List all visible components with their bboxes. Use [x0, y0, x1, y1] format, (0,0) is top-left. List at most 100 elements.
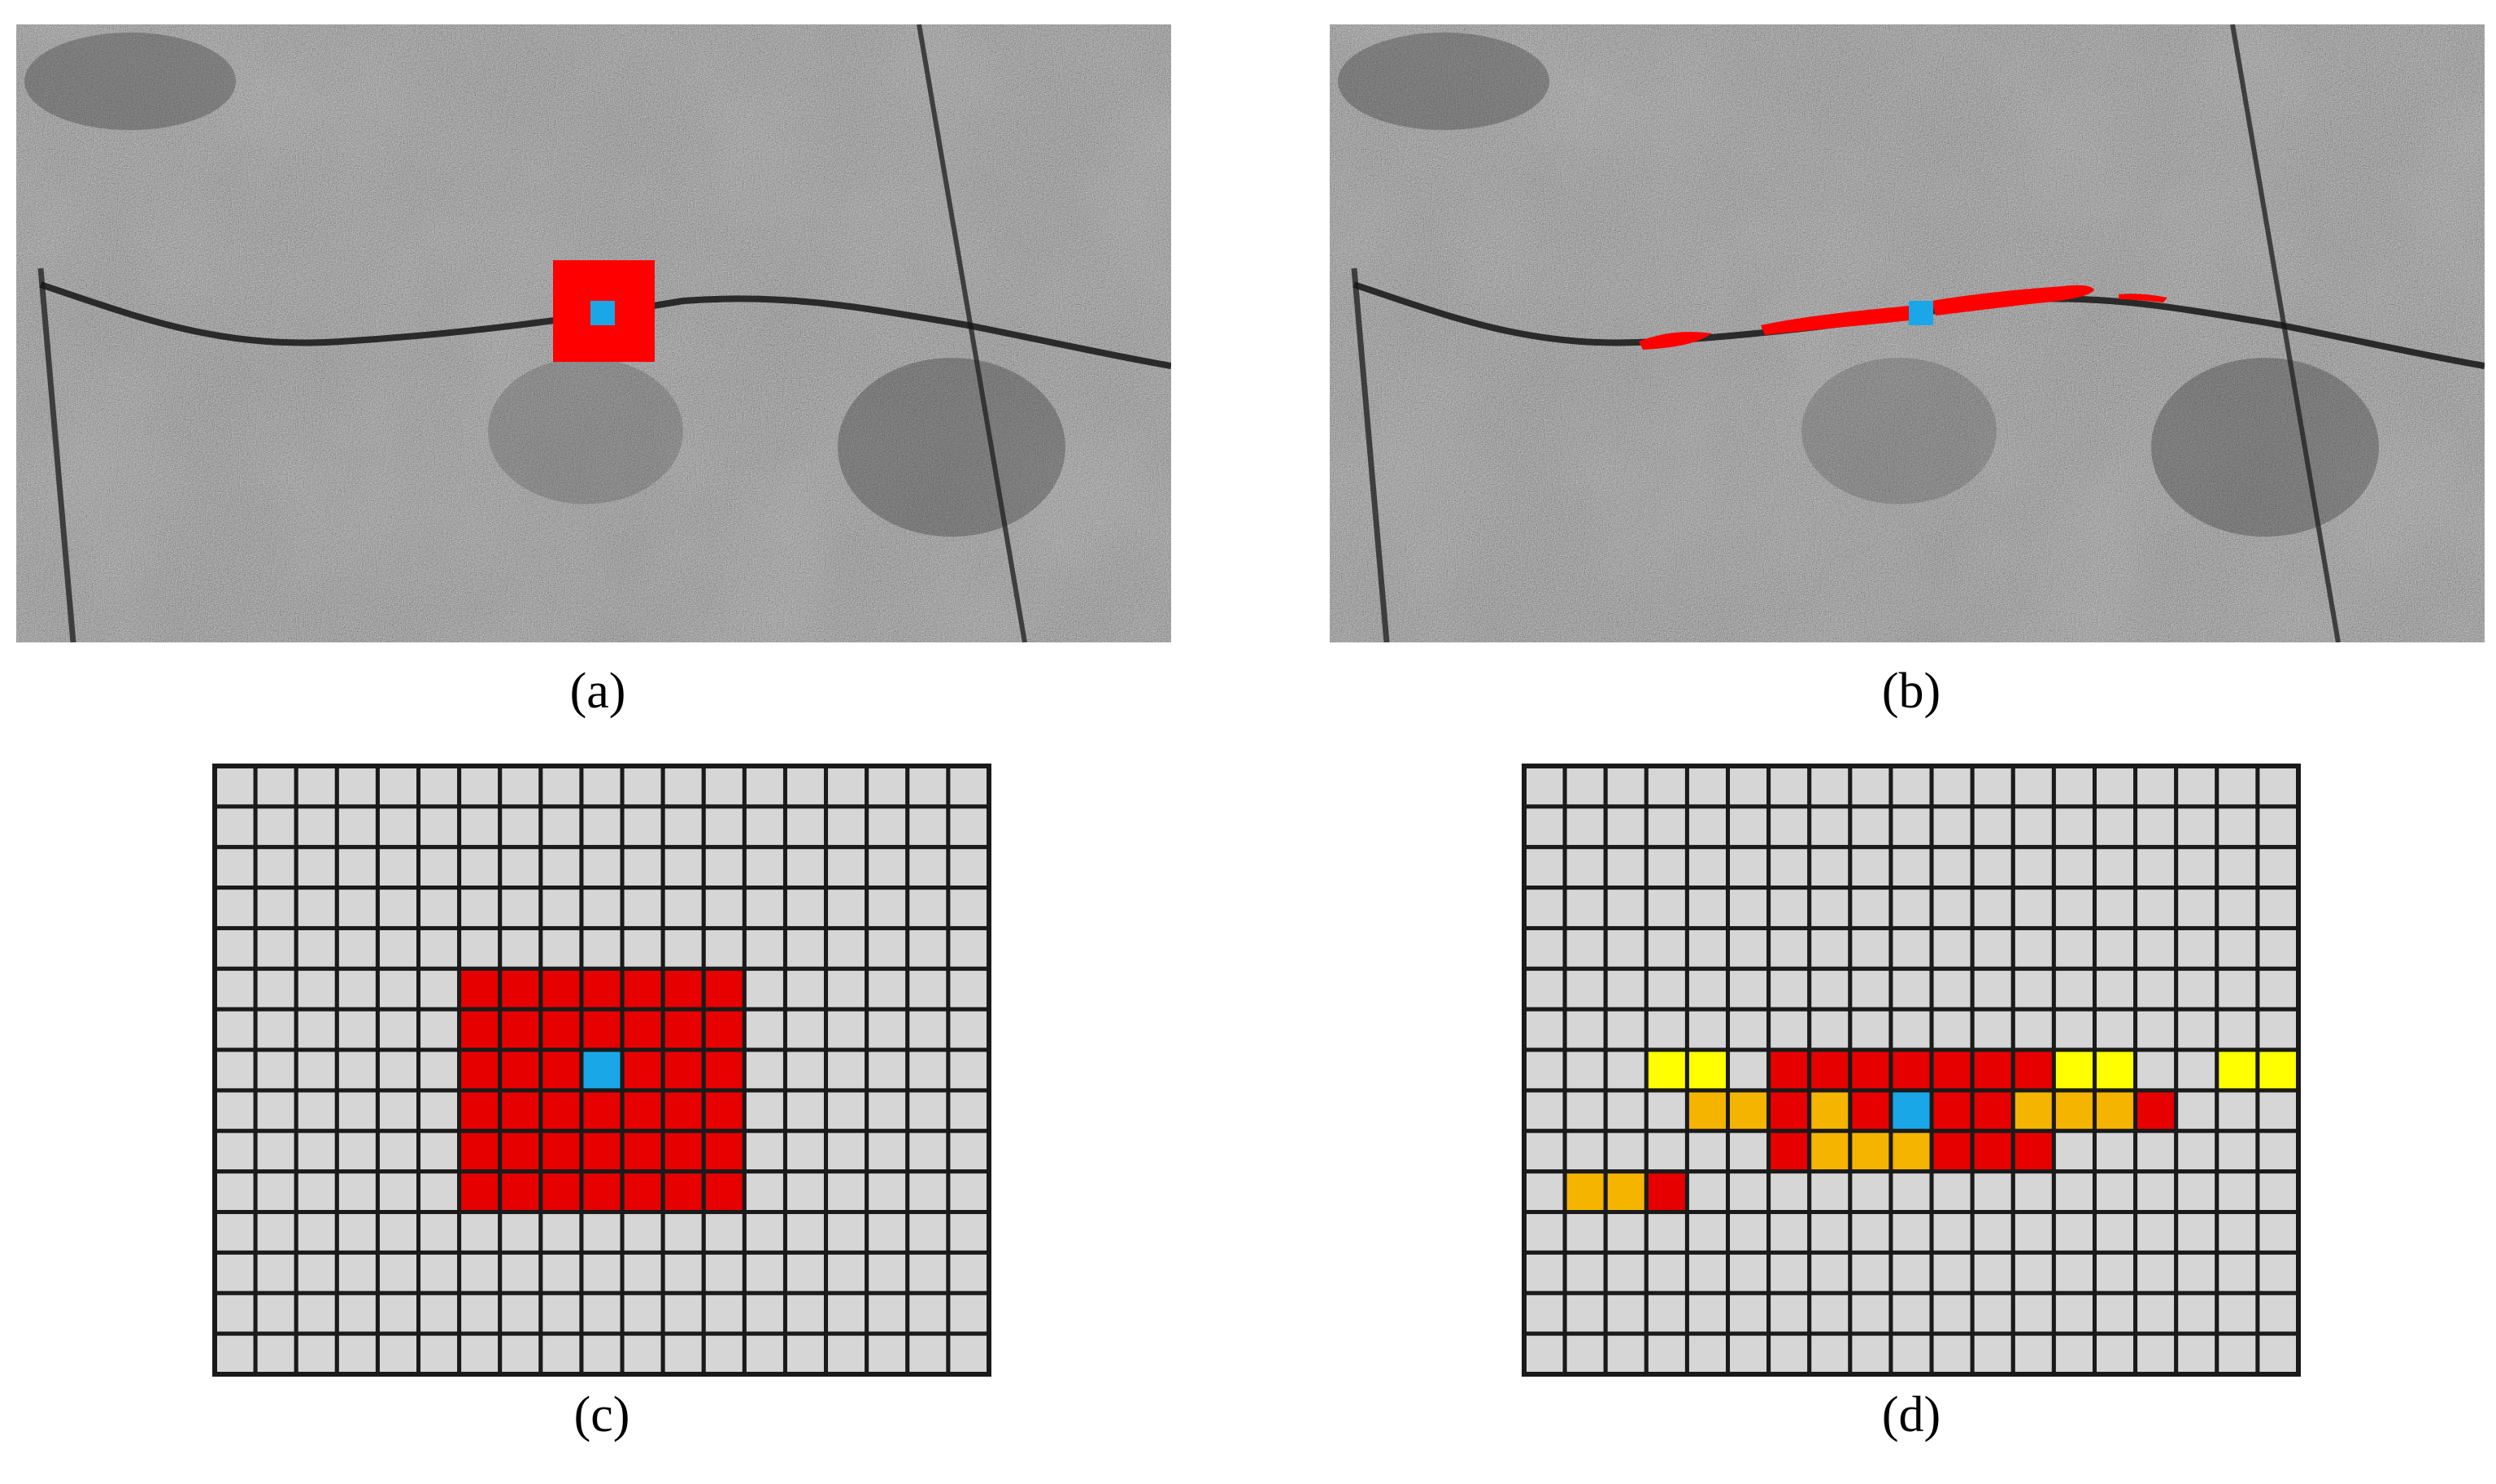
- grid-cell: [1970, 886, 2015, 930]
- grid-cell: [2010, 804, 2056, 850]
- grid-cell: [416, 925, 462, 971]
- grid-cell: [2051, 764, 2097, 809]
- grid-cell: [579, 886, 625, 930]
- grid-cell: [905, 1290, 951, 1336]
- grid-cell: [2010, 845, 2056, 890]
- grid-cell-red: [538, 966, 584, 1012]
- grid-cell: [2133, 1210, 2179, 1255]
- grid-cell: [1970, 925, 2015, 971]
- grid-cell: [824, 1210, 869, 1255]
- grid-cell: [1644, 1331, 1689, 1377]
- grid-cell: [1888, 804, 1934, 850]
- grid-cell: [212, 1250, 258, 1295]
- grid-cell: [782, 1007, 829, 1052]
- grid-cell: [1684, 845, 1731, 890]
- grid-cell: [538, 764, 584, 809]
- grid-cell: [782, 1210, 829, 1255]
- grid-cell-red: [457, 1007, 503, 1052]
- grid-cell: [1644, 1129, 1689, 1174]
- grid-cell: [2051, 1331, 2097, 1377]
- grid-cell-red: [660, 966, 706, 1012]
- grid-cell: [1562, 1007, 1608, 1052]
- grid-cell: [1562, 1331, 1608, 1377]
- sar-image-a: [16, 24, 1171, 642]
- grid-cell: [212, 1007, 258, 1052]
- grid-cell-red: [498, 1129, 543, 1174]
- grid-cell-orange: [1807, 1088, 1853, 1134]
- grid-cell-red: [457, 966, 503, 1012]
- grid-cell: [212, 1331, 258, 1377]
- grid-cell: [2051, 845, 2097, 890]
- grid-cell: [2174, 1290, 2219, 1336]
- grid-cell: [1766, 1331, 1812, 1377]
- grid-cell: [1522, 1210, 1567, 1255]
- grid-cell-yellow: [1644, 1047, 1689, 1093]
- grid-cell: [1807, 886, 1853, 930]
- grid-cell: [375, 1129, 421, 1174]
- grid-cell: [1807, 845, 1853, 890]
- grid-cell-red: [620, 966, 665, 1012]
- grid-cell: [620, 1290, 665, 1336]
- grid-cell-orange: [2051, 1088, 2097, 1134]
- grid-cell-red: [457, 1088, 503, 1134]
- grid-cell: [742, 966, 787, 1012]
- grid-cell-red: [620, 1088, 665, 1134]
- grid-cell: [865, 1129, 910, 1174]
- grid-cell-blue: [1888, 1088, 1934, 1134]
- grid-cell: [2092, 845, 2138, 890]
- grid-cell: [2051, 1007, 2097, 1052]
- grid-cell: [579, 1290, 625, 1336]
- grid-cell: [946, 886, 991, 930]
- grid-cell: [1888, 886, 1934, 930]
- grid-cell: [620, 764, 665, 809]
- grid-cell: [701, 1331, 747, 1377]
- grid-cell: [782, 1169, 829, 1215]
- grid-cell: [2010, 1331, 2056, 1377]
- grid-cell: [865, 1047, 910, 1093]
- grid-cell: [1726, 764, 1771, 809]
- grid-cell-yellow: [2255, 1047, 2301, 1093]
- grid-cell: [1644, 845, 1689, 890]
- grid-cell: [457, 925, 503, 971]
- grid-cell: [2215, 804, 2260, 850]
- grid-cell: [1562, 1250, 1608, 1295]
- grid-cell: [1562, 804, 1608, 850]
- grid-cell-red: [660, 1169, 706, 1215]
- grid-cell: [946, 925, 991, 971]
- grid-cell: [498, 886, 543, 930]
- grid-cell: [1766, 925, 1812, 971]
- grid-cell-orange: [1684, 1088, 1731, 1134]
- grid-cell: [498, 925, 543, 971]
- grid-cell: [824, 1047, 869, 1093]
- grid-cell: [824, 1129, 869, 1174]
- grid-cell: [620, 886, 665, 930]
- grid-cell: [579, 764, 625, 809]
- grid-cell: [1848, 804, 1893, 850]
- grid-cell-red: [620, 1169, 665, 1215]
- grid-cell: [2174, 1169, 2219, 1215]
- grid-cell: [865, 1250, 910, 1295]
- grid-cell: [1970, 1290, 2015, 1336]
- pixel-grid-d: [1521, 763, 2302, 1377]
- grid-cell: [416, 845, 462, 890]
- grid-cell: [824, 1290, 869, 1336]
- grid-cell: [2255, 1331, 2301, 1377]
- grid-cell: [701, 1250, 747, 1295]
- grid-cell: [334, 966, 380, 1012]
- grid-cell: [620, 1331, 665, 1377]
- grid-cell: [1562, 1047, 1608, 1093]
- grid-cell: [2255, 1088, 2301, 1134]
- grid-cell: [1970, 1331, 2015, 1377]
- grid-cell: [253, 1088, 298, 1134]
- grid-cell: [865, 1210, 910, 1255]
- grid-cell: [1522, 1007, 1567, 1052]
- grid-cell: [212, 1047, 258, 1093]
- grid-cell: [253, 1047, 298, 1093]
- grid-cell-yellow: [2215, 1047, 2260, 1093]
- grid-cell: [660, 925, 706, 971]
- grid-cell: [824, 886, 869, 930]
- grid-cell: [905, 1129, 951, 1174]
- grid-cell: [2255, 1290, 2301, 1336]
- grid-cell-red: [2133, 1088, 2179, 1134]
- grid-cell: [1603, 804, 1649, 850]
